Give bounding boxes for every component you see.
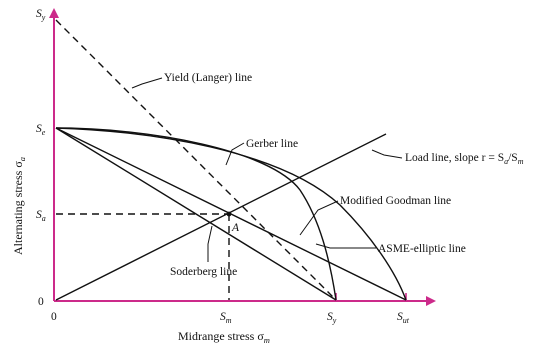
asme-leader (315, 243, 376, 249)
yield-langer-label: Yield (Langer) line (164, 72, 252, 84)
gerber-label: Gerber line (246, 138, 298, 150)
gerber-leader (225, 142, 245, 166)
tick-label-sut: Sut (397, 311, 410, 325)
modified-goodman-label: Modified Goodman line (340, 195, 451, 207)
x-axis-title: Midrange stress σm (178, 329, 270, 345)
tick-label-sa: Sa (36, 209, 46, 223)
y-axis-arrow (49, 8, 59, 18)
tick-label-sm: Sm (220, 311, 232, 325)
y-axis-title: Alternating stress σa (11, 157, 27, 255)
tick-label-origin-x: 0 (51, 311, 57, 323)
soderberg-leader (207, 225, 213, 262)
tick-label-origin-y: 0 (38, 296, 44, 308)
goodman-leader (299, 200, 339, 236)
gerber-line (55, 127, 407, 301)
tick-label-sy-bottom: Sy (327, 311, 337, 325)
yield-langer-line (55, 19, 337, 301)
asme-elliptic-line (55, 127, 337, 301)
asme-elliptic-label: ASME-elliptic line (378, 243, 466, 255)
tick-label-sy-left: Sy (36, 8, 46, 22)
tick-label-se: Se (36, 123, 46, 137)
yield-leader (131, 77, 163, 89)
soderberg-label: Soderberg line (170, 266, 237, 278)
x-axis-arrow (426, 296, 436, 306)
load-leader (371, 149, 403, 159)
load-line (55, 133, 387, 301)
point-a-label: A (231, 222, 240, 234)
point-a-marker (226, 211, 232, 217)
soderberg-line (55, 127, 337, 301)
load-line-label: Load line, slope r = Sa/Sm (405, 152, 524, 166)
